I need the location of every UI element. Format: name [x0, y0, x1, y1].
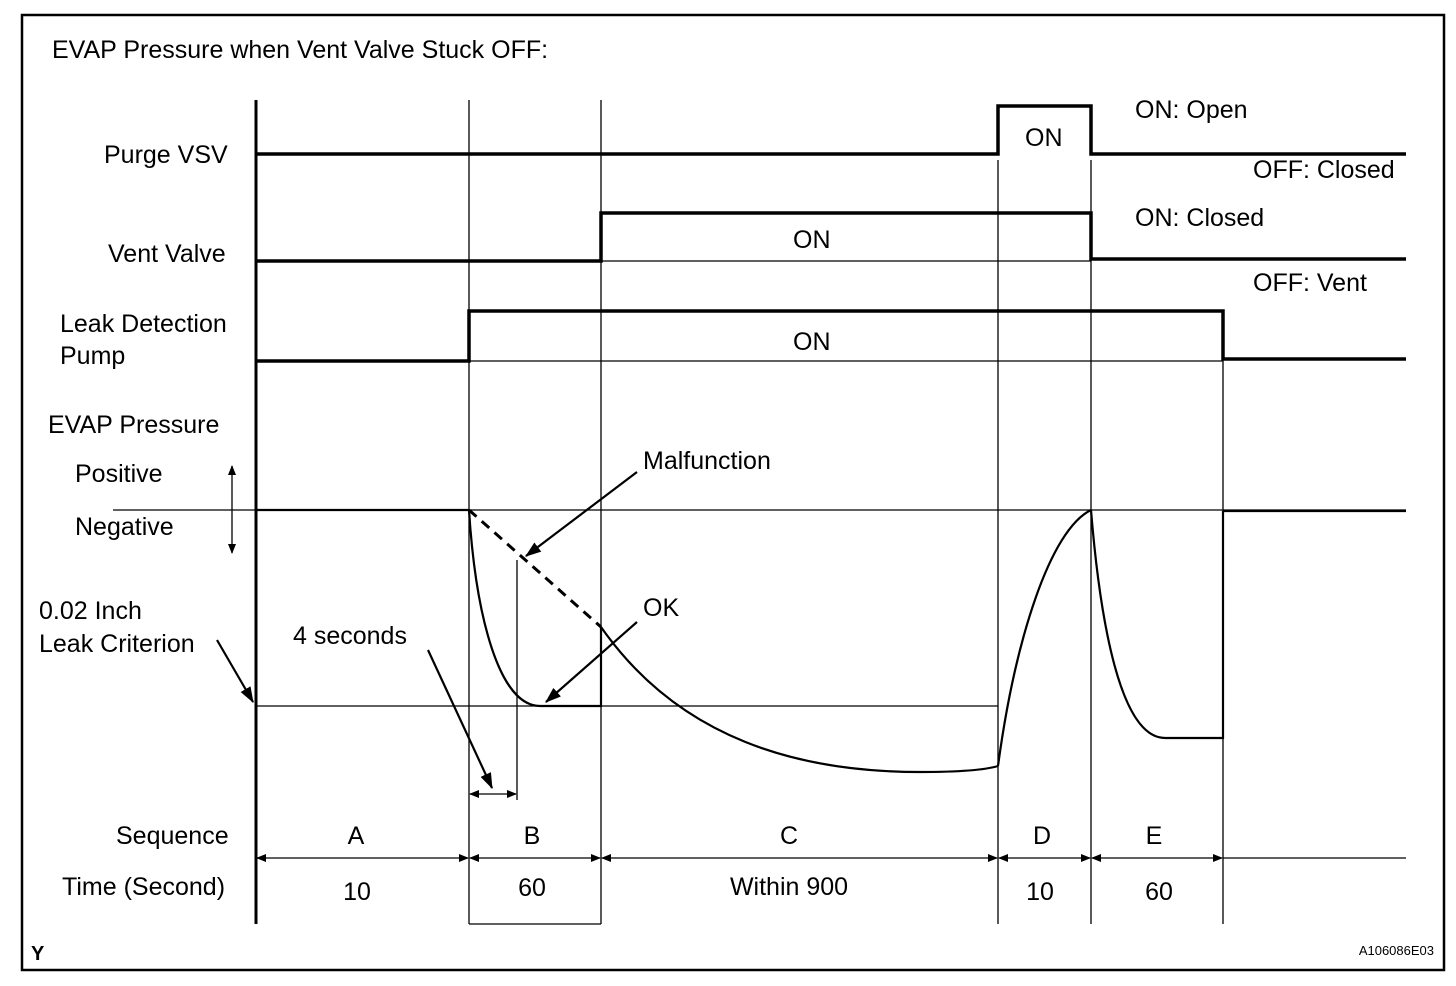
sequence-time-e: 60 [1145, 878, 1173, 906]
purge-vsv-label: Purge VSV [104, 141, 228, 169]
sequence-step-d: D [1033, 822, 1051, 850]
purge-vsv-state-on: ON: Open [1135, 96, 1248, 124]
sequence-step-b: B [524, 822, 541, 850]
criterion-label-1: 0.02 Inch [39, 597, 142, 625]
outer-frame [20, 13, 1446, 972]
pressure-curve-e [1089, 509, 1225, 740]
sequence-time-a: 10 [343, 878, 371, 906]
sequence-step-e: E [1146, 822, 1163, 850]
four-seconds-label: 4 seconds [293, 622, 407, 650]
vent-valve-label: Vent Valve [108, 240, 226, 268]
vent-valve-on-text: ON [793, 226, 831, 254]
pressure-curve-c [600, 626, 999, 774]
sequence-time-b: 60 [518, 874, 546, 902]
purge-vsv-signal [256, 104, 1406, 156]
footer-mark: Y [31, 943, 45, 965]
sequence-step-a: A [348, 822, 365, 850]
leak-pump-label-1: Leak Detection [60, 310, 227, 338]
vent-valve-state-on: ON: Closed [1135, 204, 1264, 232]
malfunction-label: Malfunction [643, 447, 771, 475]
evap-pressure-label: EVAP Pressure [48, 411, 219, 439]
vent-valve-state-off: OFF: Vent [1253, 269, 1367, 297]
sequence-time-c: Within 900 [730, 873, 848, 901]
four-seconds-arrow [427, 649, 493, 790]
criterion-label-2: Leak Criterion [39, 630, 195, 658]
sequence-label: Sequence [116, 822, 229, 850]
ok-pressure-curve-b [467, 509, 603, 708]
leak-pump-on-text: ON [793, 328, 831, 356]
purge-vsv-state-off: OFF: Closed [1253, 156, 1395, 184]
criterion-arrow [216, 639, 254, 703]
diagram-title: EVAP Pressure when Vent Valve Stuck OFF: [52, 36, 548, 64]
sequence-time-d: 10 [1026, 878, 1054, 906]
positive-label: Positive [75, 460, 163, 488]
malfunction-arrow [525, 471, 638, 557]
ok-arrow [545, 621, 638, 703]
leak-pump-signal [256, 309, 1406, 363]
sequence-step-c: C [780, 822, 798, 850]
vent-valve-signal [256, 211, 1406, 263]
purge-vsv-on-text: ON [1025, 124, 1063, 152]
pressure-curve-d [996, 509, 1092, 767]
ok-label: OK [643, 594, 679, 622]
figure-code: A106086E03 [1359, 943, 1434, 958]
leak-pump-label-2: Pump [60, 342, 125, 370]
negative-label: Negative [75, 513, 174, 541]
time-label: Time (Second) [62, 873, 225, 901]
malfunction-dashed-line [468, 508, 602, 629]
